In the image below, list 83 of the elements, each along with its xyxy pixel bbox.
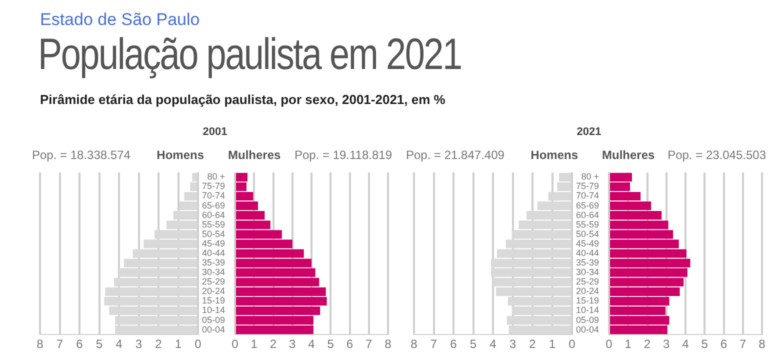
chart-title: 2001 <box>202 126 228 138</box>
chart-subtitle: Mulheres <box>602 148 655 162</box>
y-tick-label: 50-54 <box>202 228 226 239</box>
y-tick-label: 65-69 <box>576 200 600 210</box>
y-tick-label: 75-79 <box>576 181 600 192</box>
chart-title: 2021 <box>576 126 602 138</box>
x-tick-label: 3 <box>509 337 516 352</box>
text: Pirâmide etária da população paulista, por sexo, 2001-2021, em % <box>40 92 446 107</box>
x-tick-label: 1 <box>624 337 632 352</box>
y-tick-label: 25-29 <box>576 276 600 287</box>
x-tick-label: 7 <box>740 337 747 352</box>
x-tick-label: 0 <box>606 337 613 352</box>
y-tick-label: 25-29 <box>202 276 226 287</box>
x-tick-label: 1 <box>250 337 258 352</box>
y-tick-label: 50-54 <box>576 228 600 239</box>
chart-subtitle: Homens <box>530 148 578 162</box>
x-tick-label: 6 <box>450 337 458 352</box>
y-tick-label: 60-64 <box>202 210 226 220</box>
y-tick-label: 30-34 <box>576 267 600 278</box>
text: Pop. = 21.847.409 <box>406 148 504 162</box>
y-tick-label: 00-04 <box>202 324 226 334</box>
y-tick-label: 10-14 <box>202 305 226 316</box>
x-tick-label: 3 <box>289 337 296 352</box>
x-tick-label: 8 <box>758 337 766 352</box>
y-tick-label: 45-49 <box>202 238 226 248</box>
y-tick-label: 75-79 <box>202 181 226 192</box>
text: Estado de São Paulo <box>40 10 200 30</box>
x-tick-label: 5 <box>327 337 334 352</box>
y-tick-label: 15-19 <box>202 296 226 306</box>
x-tick-label: 7 <box>366 337 373 352</box>
y-tick-label: 45-49 <box>576 238 600 248</box>
x-tick-label: 5 <box>96 337 103 352</box>
x-tick-label: 6 <box>76 337 84 352</box>
chart-subtitle: Homens <box>156 148 204 162</box>
y-tick-label: 05-09 <box>202 314 226 325</box>
x-tick-label: 8 <box>384 337 392 352</box>
y-tick-label: 15-19 <box>576 296 600 306</box>
x-tick-label: 8 <box>410 337 418 352</box>
x-tick-label: 3 <box>663 337 670 352</box>
y-tick-label: 55-59 <box>202 219 226 230</box>
y-tick-label: 55-59 <box>576 219 600 230</box>
y-tick-label: 30-34 <box>202 267 226 278</box>
x-tick-label: 4 <box>308 337 316 352</box>
x-tick-label: 5 <box>701 337 708 352</box>
x-tick-label: 4 <box>682 337 690 352</box>
x-tick-label: 0 <box>194 337 202 352</box>
y-tick-label: 05-09 <box>576 314 600 325</box>
x-tick-label: 3 <box>135 337 142 352</box>
x-tick-label: 7 <box>56 337 64 352</box>
x-tick-label: 8 <box>36 337 44 352</box>
x-tick-label: 7 <box>430 337 438 352</box>
text: Pop. = 23.045.503 <box>668 148 766 162</box>
x-tick-label: 2 <box>270 337 277 352</box>
y-tick-label: 65-69 <box>202 200 226 210</box>
x-tick-label: 6 <box>346 337 354 352</box>
x-tick-label: 6 <box>720 337 728 352</box>
x-tick-label: 2 <box>155 337 162 352</box>
x-tick-label: 4 <box>116 337 123 352</box>
y-tick-label: 60-64 <box>576 210 600 220</box>
x-tick-label: 0 <box>232 337 239 352</box>
y-tick-label: 80 + <box>207 172 226 182</box>
chart-subtitle: Mulheres <box>228 148 281 162</box>
text: Pop. = 18.338.574 <box>32 148 130 162</box>
y-tick-label: 70-74 <box>576 190 600 201</box>
x-tick-label: 4 <box>490 337 497 352</box>
x-tick-label: 0 <box>568 337 576 352</box>
x-tick-label: 2 <box>644 337 651 352</box>
y-tick-label: 10-14 <box>576 305 600 316</box>
x-tick-label: 1 <box>548 337 556 352</box>
text: População paulista em 2021 <box>38 30 462 80</box>
x-tick-label: 5 <box>470 337 477 352</box>
y-tick-label: 20-24 <box>576 286 600 296</box>
x-tick-label: 2 <box>529 337 536 352</box>
y-tick-label: 40-44 <box>576 248 600 258</box>
y-tick-label: 35-39 <box>576 258 600 268</box>
y-tick-label: 70-74 <box>202 190 226 201</box>
text: Pop. = 19.118.819 <box>294 148 392 162</box>
y-tick-label: 40-44 <box>202 248 226 258</box>
y-tick-label: 35-39 <box>202 258 226 268</box>
y-tick-label: 00-04 <box>576 324 600 334</box>
y-tick-label: 80 + <box>581 172 600 182</box>
y-tick-label: 20-24 <box>202 286 226 296</box>
x-tick-label: 1 <box>174 337 182 352</box>
